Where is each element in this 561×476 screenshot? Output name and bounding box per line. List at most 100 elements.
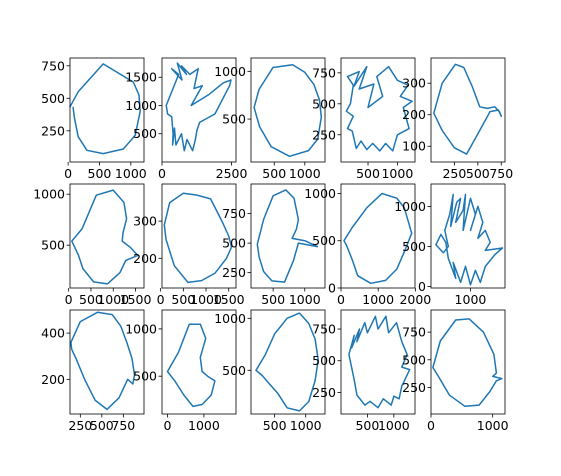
y-tick-label: 200 — [402, 107, 426, 122]
series-line — [432, 318, 503, 408]
axes-frame — [69, 309, 145, 415]
subplot-5: 250 500 750 100 200 300 — [402, 57, 513, 181]
y-tick-label: 500 — [222, 363, 246, 378]
x-tick-label: 0 — [163, 418, 171, 433]
y-tick-label: 100 — [402, 139, 426, 154]
subplot-10: 1000 0 500 1000 — [394, 183, 506, 307]
y-tick-label: 200 — [133, 251, 157, 266]
y-tick-label: 500 — [402, 352, 426, 367]
y-tick-label: 1000 — [214, 64, 246, 79]
y-tick-label: 1000 — [304, 186, 336, 201]
subplot-8: 500 1000 250 500 750 — [222, 183, 326, 307]
x-tick-label: 0 — [158, 166, 166, 181]
y-tick-label: 750 — [312, 65, 336, 80]
x-tick-label: 750 — [111, 418, 135, 433]
y-tick-label: 1000 — [125, 321, 157, 336]
x-tick-label: 500 — [355, 418, 379, 433]
x-tick-label: 500 — [262, 166, 286, 181]
y-tick-label: 200 — [41, 372, 65, 387]
axes-frame — [250, 309, 326, 415]
y-tick-label: 750 — [222, 206, 246, 221]
series-line — [435, 193, 504, 286]
y-tick-label: 500 — [402, 239, 426, 254]
subplot-12: 0 1000 500 1000 — [125, 309, 237, 433]
x-tick-label: 500 — [79, 292, 103, 307]
series-line — [433, 63, 503, 155]
x-tick-label: 1000 — [362, 292, 394, 307]
x-tick-label: 1000 — [97, 292, 129, 307]
x-tick-label: 1500 — [120, 292, 152, 307]
y-tick-label: 0 — [328, 281, 336, 296]
x-tick-label: 0 — [157, 292, 165, 307]
y-tick-label: 250 — [312, 127, 336, 142]
series-line — [163, 192, 233, 284]
series-line — [71, 189, 139, 285]
y-tick-label: 1000 — [394, 199, 426, 214]
y-tick-label: 1000 — [125, 98, 157, 113]
y-tick-label: 300 — [133, 214, 157, 229]
y-tick-label: 750 — [41, 58, 65, 73]
x-tick-label: 1500 — [213, 292, 245, 307]
series-line — [70, 311, 136, 411]
y-tick-label: 500 — [133, 126, 157, 141]
series-line — [255, 312, 319, 412]
x-tick-label: 500 — [261, 292, 285, 307]
axes-frame — [430, 183, 506, 289]
y-tick-label: 250 — [312, 385, 336, 400]
y-tick-label: 1000 — [33, 187, 65, 202]
subplot-2: 0 2500 500 1000 1500 — [125, 57, 248, 181]
subplot-15: 0 1000 250 500 750 — [402, 309, 509, 433]
y-tick-label: 500 — [133, 369, 157, 384]
x-tick-label: 750 — [489, 166, 513, 181]
x-tick-label: 500 — [88, 166, 112, 181]
series-line — [166, 323, 216, 408]
y-tick-label: 500 — [312, 96, 336, 111]
y-tick-label: 750 — [402, 325, 426, 340]
x-tick-label: 0 — [64, 166, 72, 181]
y-tick-label: 250 — [222, 265, 246, 280]
axes-frame — [340, 57, 416, 163]
x-tick-label: 0 — [65, 292, 73, 307]
x-tick-label: 500 — [263, 418, 287, 433]
x-tick-label: 1000 — [290, 418, 322, 433]
x-tick-label: 250 — [442, 166, 466, 181]
x-tick-label: 500 — [356, 166, 380, 181]
x-tick-label: 1000 — [188, 418, 220, 433]
y-tick-label: 1000 — [214, 311, 246, 326]
y-tick-label: 0 — [418, 279, 426, 294]
x-tick-label: 1000 — [477, 418, 509, 433]
x-tick-label: 1000 — [289, 166, 321, 181]
x-tick-label: 2000 — [399, 292, 431, 307]
axes-frame — [69, 57, 145, 163]
x-tick-label: 1000 — [455, 292, 487, 307]
y-tick-label: 750 — [312, 322, 336, 337]
series-line — [348, 315, 411, 409]
axes-frame — [250, 57, 326, 163]
axes-frame — [161, 57, 237, 163]
y-tick-label: 1500 — [125, 70, 157, 85]
y-tick-label: 400 — [41, 326, 65, 341]
series-line — [69, 63, 141, 155]
axes-frame — [340, 309, 416, 415]
axes-frame — [161, 309, 237, 415]
x-tick-label: 2500 — [216, 166, 248, 181]
y-tick-label: 250 — [402, 380, 426, 395]
x-tick-label: 0 — [337, 292, 345, 307]
series-line — [253, 63, 323, 158]
x-tick-label: 250 — [68, 418, 92, 433]
series-line — [256, 189, 319, 283]
series-line — [165, 62, 232, 152]
x-tick-label: 500 — [171, 292, 195, 307]
x-tick-label: 1000 — [115, 166, 147, 181]
x-tick-label: 1000 — [289, 292, 321, 307]
x-tick-label: 1000 — [378, 418, 410, 433]
